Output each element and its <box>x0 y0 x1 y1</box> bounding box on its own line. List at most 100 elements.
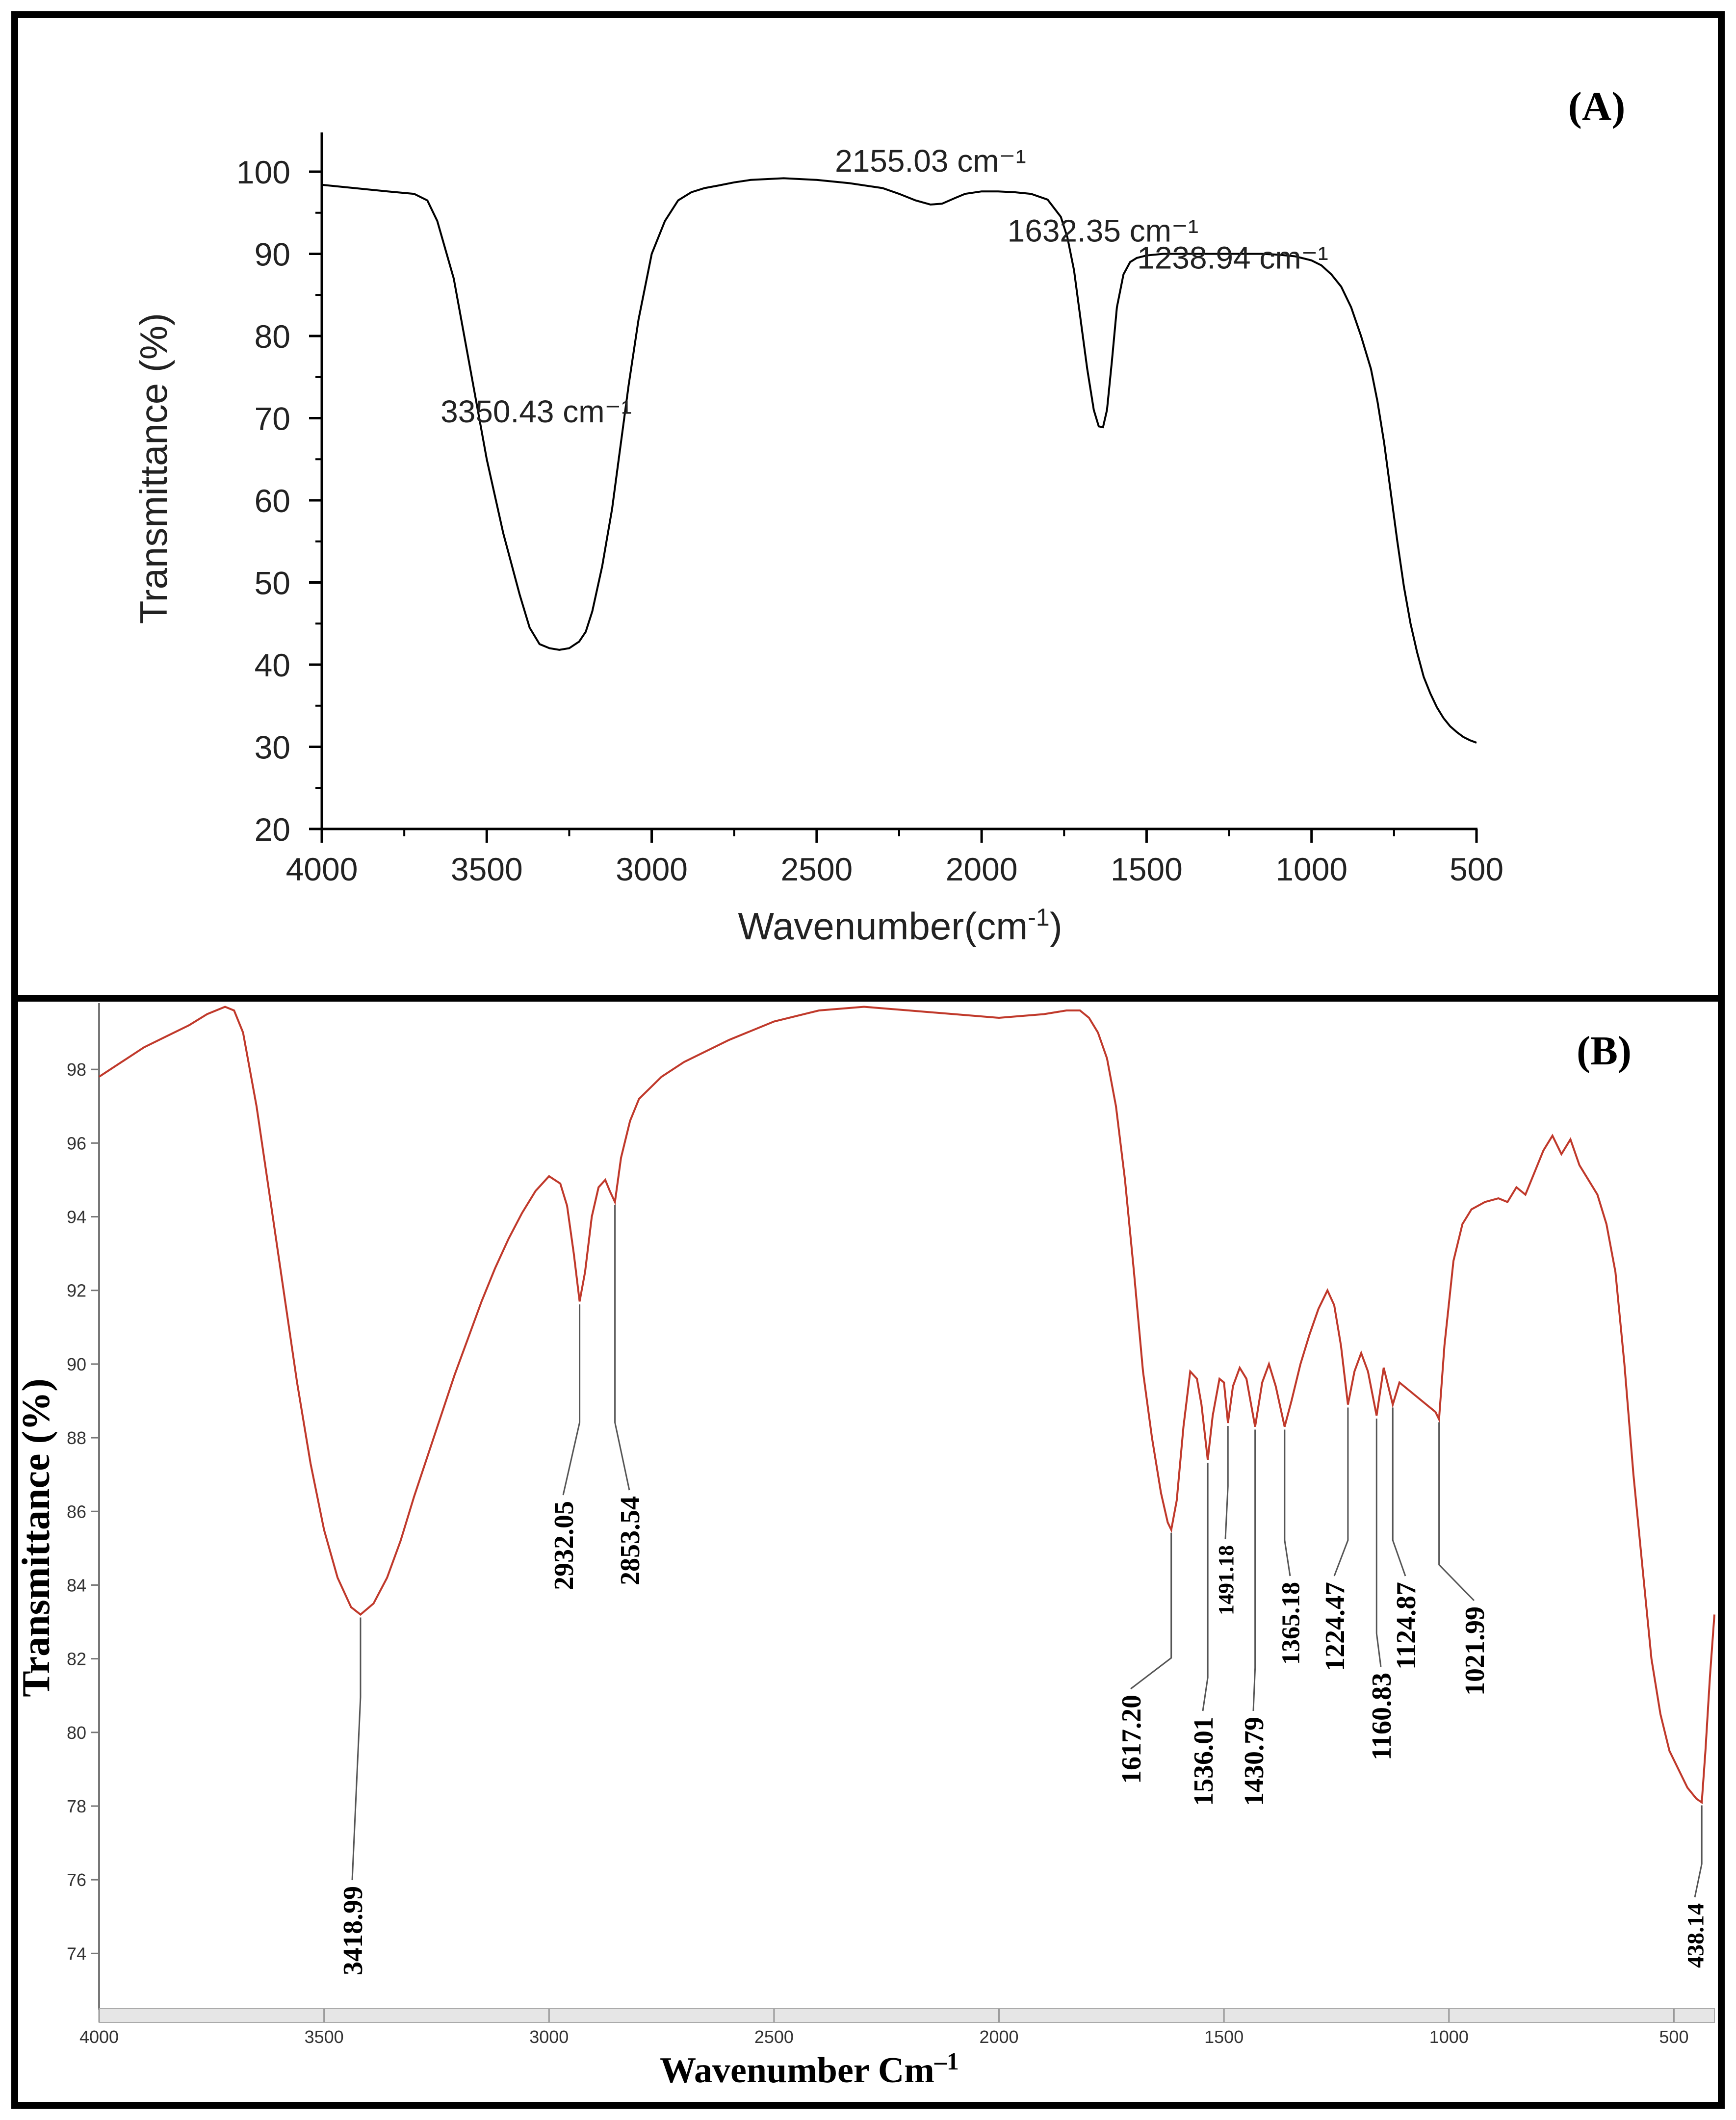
outer-frame <box>11 11 1725 2109</box>
panel-b-peak-label: 1365.18 <box>1277 1582 1305 1665</box>
panel-a-x-tick-label: 1000 <box>1275 851 1347 887</box>
panel-a-y-tick-label: 70 <box>255 401 290 437</box>
panel-a-peak-label: 1632.35 cm⁻¹ <box>1008 213 1199 248</box>
panel-b-peak-label-text: 1617.20 <box>1116 1695 1147 1784</box>
panel-a-x-tick-label: 2500 <box>780 851 853 887</box>
panel-b-y-axis-title: Transmittance (%) <box>15 1378 58 1697</box>
panel-a-y-axis-title: Transmittance (%) <box>132 313 175 624</box>
panel-a-x-axis-title: Wavenumber(cm-1) <box>738 904 1062 948</box>
panel-b-x-tick-label: 4000 <box>79 2027 119 2047</box>
panel-a-y-tick-label: 60 <box>255 483 290 519</box>
panel-b-y-tick-label: 90 <box>67 1354 86 1374</box>
panel-a-x-tick-label: 2000 <box>946 851 1018 887</box>
panel-b-x-tick-label: 3000 <box>529 2027 569 2047</box>
panel-a-label: (A) <box>1568 84 1626 129</box>
panel-b-peak-label: 2853.54 <box>615 1496 646 1585</box>
panel-a-peak-label-text: 2155.03 cm⁻¹ <box>835 143 1026 179</box>
panel-a-y-tick-label: 100 <box>236 154 290 190</box>
panel-a-y-tick-label: 90 <box>255 236 290 273</box>
panel-a-peak-label: 3350.43 cm⁻¹ <box>440 394 632 429</box>
panel-a-annotations: 3350.43 cm⁻¹ 2155.03 cm⁻¹ 1632.35 cm⁻¹1238… <box>440 143 1328 429</box>
panel-b-peak-label-text: 3418.99 <box>338 1886 368 1975</box>
panel-b-y-tick-label: 86 <box>67 1501 86 1522</box>
panel-b-peak-label: 1491.18 <box>1214 1545 1238 1615</box>
panel-a-peak-label: 2155.03 cm⁻¹ <box>835 143 1026 179</box>
panel-b-peak-leader-line <box>1130 1532 1172 1690</box>
panel-b-peak-leader-line <box>562 1304 581 1496</box>
panel-b-peak-label: 3418.99 <box>338 1886 368 1975</box>
panel-b-y-tick-label: 78 <box>67 1796 86 1816</box>
panel-b-y-tick-label: 92 <box>67 1281 86 1301</box>
panel-b-peak-label: 438.14 <box>1683 1903 1709 1968</box>
panel-b-peak-label-text: 1430.79 <box>1239 1717 1270 1806</box>
panel-a-y-tick-label: 50 <box>255 565 290 601</box>
panel-b-x-tick-label: 2000 <box>979 2027 1018 2047</box>
panel-a-spectrum-line <box>321 177 1477 744</box>
panel-b-peak-label-text: 2853.54 <box>615 1496 646 1585</box>
panel-a-peak-label-text: 1632.35 cm⁻¹ <box>1008 213 1199 248</box>
panel-b-label: (B) <box>1577 1028 1632 1074</box>
panel-b-peak-leader-line <box>1202 1463 1209 1711</box>
panel-a-y-tick-label: 20 <box>255 811 290 848</box>
panel-b-peak-label: 2932.05 <box>549 1501 579 1590</box>
panel-b-y-tick-label: 94 <box>67 1207 86 1227</box>
panel-a-x-tick-label: 1500 <box>1111 851 1183 887</box>
panel-a-x-tick-label: 3500 <box>451 851 523 887</box>
panel-a-y-tick-label: 30 <box>255 729 290 766</box>
panel-b-peak-label: 1160.83 <box>1367 1673 1397 1760</box>
panel-a-peak-label-text: 3350.43 cm⁻¹ <box>440 394 632 429</box>
panel-b-y-tick-label: 98 <box>67 1060 86 1080</box>
panel-b-ticks: 74 76 78 80 82 84 86 88 90 92 94 96 98 4000 3500 3000 25… <box>67 1060 1689 2047</box>
panel-a-x-tick-label: 4000 <box>286 851 358 887</box>
panel-b-y-tick-label: 80 <box>67 1723 86 1743</box>
panel-b-peak-leader-line <box>1438 1422 1475 1602</box>
panel-b-x-tick-label: 1500 <box>1204 2027 1244 2047</box>
panel-b-x-tick-label: 1000 <box>1429 2027 1469 2047</box>
panel-b-peak-label: 1617.20 <box>1116 1695 1147 1784</box>
panel-b-y-tick-label: 82 <box>67 1649 86 1669</box>
panel-b: (B) 74 76 78 80 82 84 86 88 90 92 94 96 98 4000 3500 30… <box>15 1003 1715 2091</box>
panel-a-x-tick-label: 500 <box>1450 851 1503 887</box>
panel-b-peak-label-text: 1491.18 <box>1214 1545 1238 1615</box>
panel-a: (A) 20 30 40 50 60 70 80 90 100 4000 3500 3000 2500 2… <box>132 84 1625 948</box>
panel-a-y-tick-label: 80 <box>255 318 290 355</box>
panel-b-peak-leader-line <box>1375 1419 1382 1667</box>
panel-a-y-tick-label: 40 <box>255 647 290 683</box>
panel-b-peak-label-text: 1224.47 <box>1320 1582 1350 1671</box>
panel-b-peak-label-text: 1160.83 <box>1367 1673 1397 1760</box>
panel-b-peak-label-text: 1365.18 <box>1277 1582 1305 1665</box>
panel-b-y-tick-label: 84 <box>67 1575 86 1595</box>
panel-b-peak-leader-line <box>1333 1407 1349 1577</box>
panel-b-peak-leader-line <box>1392 1407 1406 1577</box>
panel-b-y-tick-label: 88 <box>67 1428 86 1448</box>
panel-b-y-tick-label: 96 <box>67 1133 86 1153</box>
panel-b-peak-label-text: 438.14 <box>1683 1903 1709 1968</box>
panel-b-peak-label-text: 1536.01 <box>1189 1717 1219 1806</box>
panel-b-x-axis-title: Wavenumber Cm–1 <box>660 2047 959 2091</box>
panel-a-axes <box>319 132 1477 831</box>
panel-b-axes <box>98 1003 1715 2023</box>
panel-b-peak-label: 1124.87 <box>1391 1582 1422 1670</box>
panel-b-peak-leader-line <box>1224 1426 1229 1540</box>
panel-a-peak-label: 1238.94 cm⁻¹ <box>1137 240 1328 276</box>
panel-b-peak-leader-line <box>1284 1429 1291 1577</box>
panel-b-annotations: 3418.99 2932.05 2853.54 1617.20 1536.01 1491.… <box>338 1205 1709 1975</box>
panel-b-peak-label: 1224.47 <box>1320 1582 1350 1671</box>
panel-b-peak-leader-line <box>614 1205 630 1491</box>
panel-b-peak-label: 1430.79 <box>1239 1717 1270 1806</box>
panel-b-y-tick-label: 76 <box>67 1870 86 1890</box>
panel-b-peak-label-text: 2932.05 <box>549 1501 579 1590</box>
panel-b-peak-label: 1536.01 <box>1189 1717 1219 1806</box>
panel-a-peak-label-text: 1238.94 cm⁻¹ <box>1137 240 1328 276</box>
panel-b-x-tick-label: 2500 <box>754 2027 794 2047</box>
panel-a-x-tick-label: 3000 <box>616 851 688 887</box>
panel-b-x-axis-bar <box>99 2008 1715 2023</box>
panel-b-peak-leader-line <box>351 1617 362 1881</box>
panel-b-x-tick-label: 500 <box>1659 2027 1688 2047</box>
panel-b-spectrum-line <box>98 1006 1715 1805</box>
panel-b-peak-label: 1021.99 <box>1460 1606 1490 1696</box>
panel-b-x-tick-label: 3500 <box>305 2027 344 2047</box>
panel-b-peak-label-text: 1021.99 <box>1460 1606 1490 1696</box>
panel-b-peak-leader-line <box>1252 1429 1256 1711</box>
